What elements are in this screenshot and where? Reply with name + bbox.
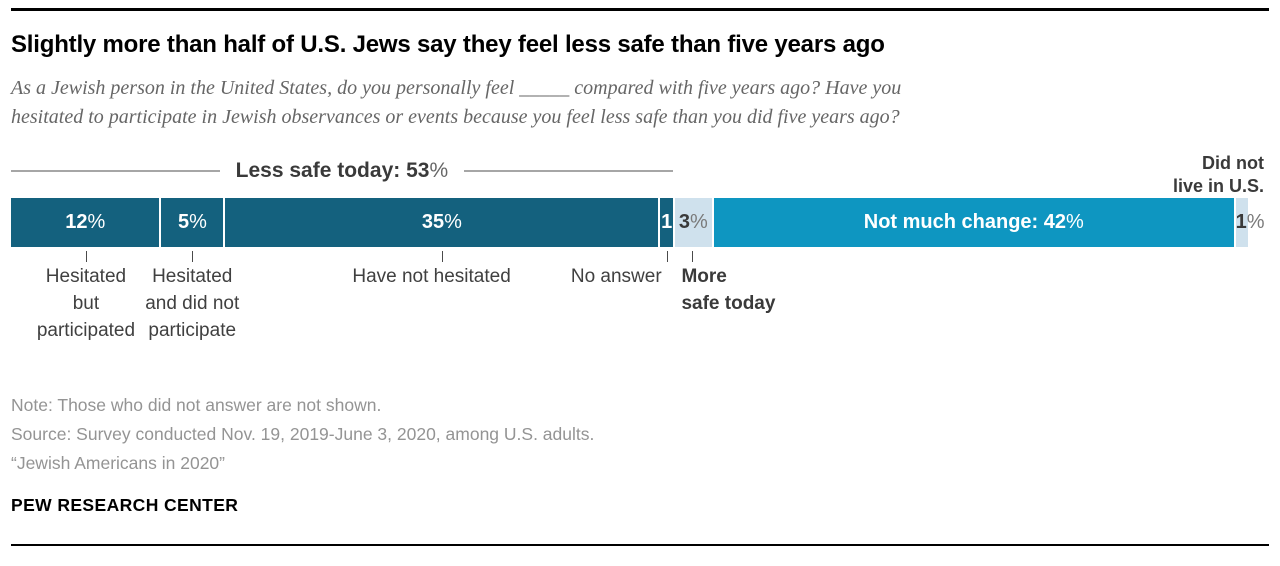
- bar-segment-value: 35%: [421, 211, 462, 233]
- less-safe-text: Less safe today: 53: [235, 159, 430, 182]
- stacked-bar: 12% 5% 35% 1 3% Not much change: 42% 1%: [11, 198, 1265, 247]
- top-divider: [11, 8, 1269, 11]
- axis-label-more-safe-today: More safe today: [681, 266, 776, 314]
- did-not-live-line-1: Did not: [1202, 153, 1264, 173]
- axis-label-hesitated-and-did-not-participate: Hesitated and did not participate: [145, 266, 240, 341]
- bar-segment-value: 1: [661, 211, 673, 233]
- axis-label-have-not-hesitated: Have not hesitated: [352, 266, 511, 287]
- source-line: Source: Survey conducted Nov. 19, 2019-J…: [11, 424, 595, 444]
- bar-segment-value: 1%: [1235, 211, 1265, 233]
- did-not-live-label: Did not live in U.S.: [1173, 152, 1264, 198]
- axis-tick: [691, 251, 693, 262]
- bar-segment-value: Not much change: 42%: [863, 211, 1084, 233]
- subtitle-line-1: As a Jewish person in the United States,…: [11, 77, 902, 99]
- axis-label-no-answer: No answer: [570, 266, 662, 287]
- bar-segment-did-not-live-in-us: 1%: [1235, 198, 1265, 247]
- bar-segment-have-not-hesitated: 35%: [225, 198, 659, 247]
- footer: Note: Those who did not answer are not s…: [11, 391, 1269, 520]
- axis-labels: Hesitated but participated Hesitated and…: [11, 263, 1248, 359]
- bottom-divider: [11, 544, 1269, 546]
- axis-tick: [666, 251, 668, 262]
- bar-segment-hesitated-but-participated: 12%: [11, 198, 160, 247]
- less-safe-bracket: Less safe today: 53%: [11, 158, 673, 184]
- axis-tick: [85, 251, 87, 262]
- less-safe-label: Less safe today: 53%: [220, 159, 464, 183]
- leader-line-right: [464, 170, 673, 172]
- axis-tick: [192, 251, 194, 262]
- bar-segment-value: 12%: [65, 211, 106, 233]
- axis-tick: [442, 251, 444, 262]
- subtitle-line-2: hesitated to participate in Jewish obser…: [11, 106, 900, 128]
- bar-segment-no-answer: 1: [660, 198, 673, 247]
- axis-label-hesitated-but-participated: Hesitated but participated: [36, 266, 136, 341]
- less-safe-percent-sign: %: [429, 159, 449, 182]
- bar-segment-value: 3%: [678, 211, 708, 233]
- did-not-live-line-2: live in U.S.: [1172, 176, 1264, 196]
- chart-title: Slightly more than half of U.S. Jews say…: [11, 31, 885, 58]
- bar-segment-not-much-change: Not much change: 42%: [713, 198, 1234, 247]
- chart-area: Did not live in U.S. Less safe today: 53…: [11, 153, 1265, 359]
- brand-wordmark: PEW RESEARCH CENTER: [11, 495, 239, 515]
- bar-segment-more-safe-today: 3%: [674, 198, 712, 247]
- leader-line-left: [11, 170, 220, 172]
- note-line: Note: Those who did not answer are not s…: [11, 395, 382, 415]
- bar-segment-hesitated-and-did-not-participate: 5%: [161, 198, 224, 247]
- bar-segment-value: 5%: [177, 211, 207, 233]
- report-title-line: “Jewish Americans in 2020”: [11, 453, 225, 473]
- chart-subtitle: As a Jewish person in the United States,…: [11, 74, 1269, 132]
- chart-card: Slightly more than half of U.S. Jews say…: [11, 8, 1269, 546]
- axis-ticks: [11, 247, 1248, 262]
